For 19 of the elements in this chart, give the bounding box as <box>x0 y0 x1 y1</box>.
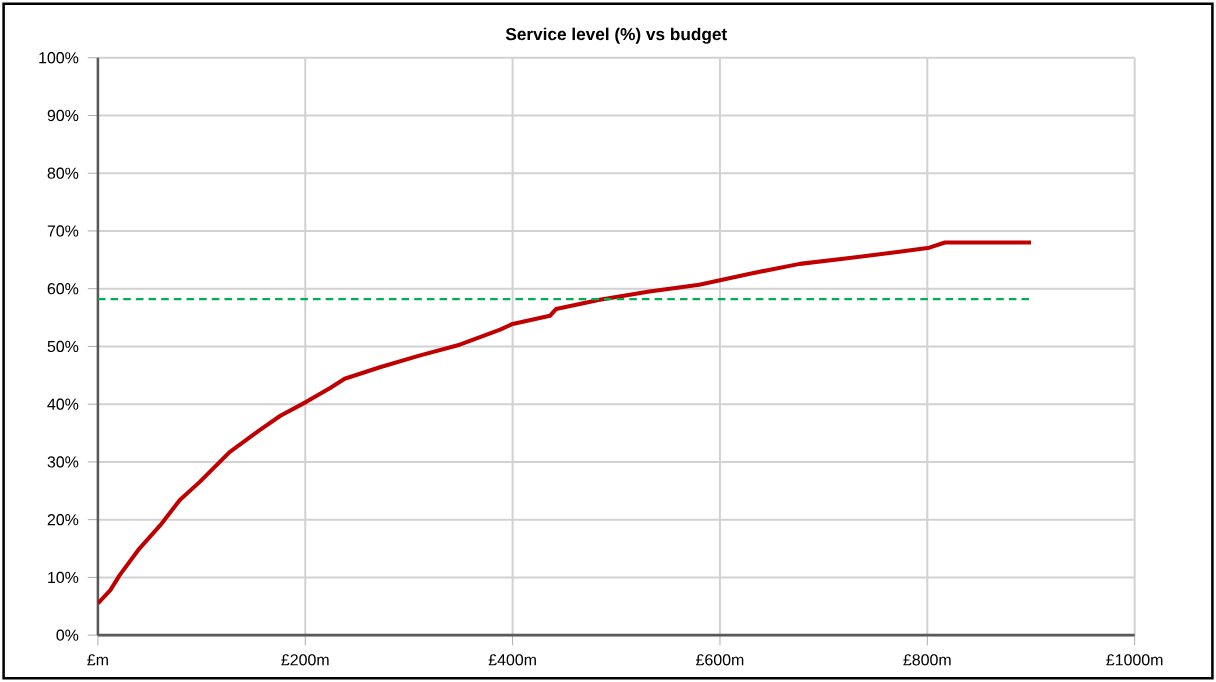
x-tick-label: £1000m <box>1106 654 1163 666</box>
x-tick-label: £m <box>87 654 108 666</box>
y-tick-label: 60% <box>47 283 79 295</box>
y-tick-label: 70% <box>47 225 79 237</box>
y-tick-label: 50% <box>47 340 79 353</box>
line-series <box>97 240 1034 606</box>
chart-title: Service level (%) vs budget <box>505 27 727 44</box>
x-tick-label: £600m <box>696 654 744 666</box>
x-tick-label: £400m <box>488 654 536 666</box>
y-tick-label: 20% <box>47 514 79 526</box>
y-tick-label: 10% <box>48 571 79 584</box>
y-tick-label: 100% <box>39 52 79 64</box>
y-tick-label: 0% <box>56 629 79 641</box>
y-tick-label: 40% <box>47 398 79 410</box>
x-tick-label: £800m <box>903 654 951 666</box>
y-tick-label: 90% <box>47 109 79 122</box>
x-tick-label: £200m <box>281 654 329 666</box>
y-tick-label: 80% <box>47 167 79 179</box>
y-tick-label: 30% <box>47 456 79 468</box>
